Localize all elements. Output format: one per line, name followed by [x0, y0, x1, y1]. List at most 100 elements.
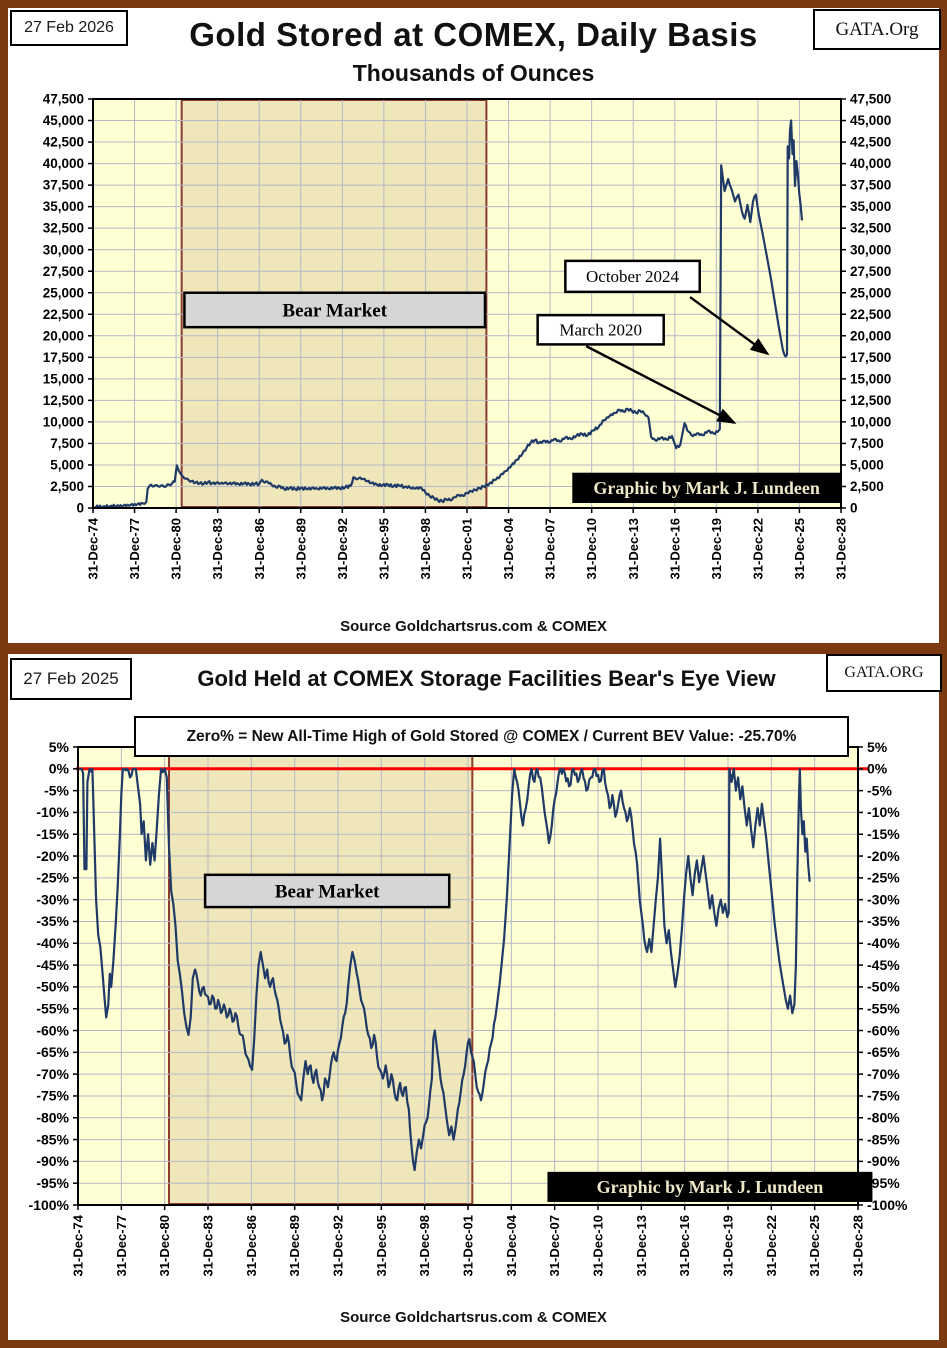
chart-title: Gold Held at COMEX Storage Facilities Be… [197, 666, 776, 691]
svg-text:35,000: 35,000 [43, 199, 84, 214]
svg-text:15,000: 15,000 [43, 371, 84, 386]
svg-text:31-Dec-80: 31-Dec-80 [157, 1215, 172, 1276]
svg-text:42,500: 42,500 [850, 135, 891, 150]
svg-text:-5%: -5% [44, 782, 69, 798]
svg-text:-5%: -5% [867, 782, 892, 798]
svg-text:31-Dec-98: 31-Dec-98 [417, 1215, 432, 1276]
svg-text:31-Dec-86: 31-Dec-86 [244, 1215, 259, 1276]
svg-text:-25%: -25% [867, 870, 900, 886]
svg-text:31-Dec-80: 31-Dec-80 [169, 518, 184, 579]
bev-definition-banner: Zero% = New All-Time High of Gold Stored… [134, 716, 849, 757]
svg-text:31-Dec-95: 31-Dec-95 [374, 1215, 389, 1276]
svg-text:32,500: 32,500 [850, 221, 891, 236]
svg-text:10,000: 10,000 [850, 414, 891, 429]
svg-text:10,000: 10,000 [43, 414, 84, 429]
svg-text:-85%: -85% [36, 1131, 69, 1147]
svg-text:31-Dec-28: 31-Dec-28 [834, 518, 849, 579]
svg-text:0%: 0% [867, 761, 888, 777]
bear-market-region [168, 747, 474, 1205]
chart-subtitle: Thousands of Ounces [352, 60, 595, 86]
svg-text:35,000: 35,000 [850, 199, 891, 214]
svg-text:31-Dec-89: 31-Dec-89 [293, 518, 308, 579]
svg-text:31-Dec-01: 31-Dec-01 [460, 518, 475, 579]
svg-text:-20%: -20% [36, 848, 69, 864]
annotation-box: March 2020 [536, 313, 665, 346]
svg-text:31-Dec-25: 31-Dec-25 [807, 1215, 822, 1276]
gata-logo-box: GATA.ORG [826, 654, 942, 692]
svg-text:-40%: -40% [36, 935, 69, 951]
svg-text:31-Dec-77: 31-Dec-77 [127, 518, 142, 579]
gold-stored-chart: Bear Market Graphic by Mark J. Lundeen Oct… [43, 92, 892, 580]
svg-text:-10%: -10% [36, 804, 69, 820]
svg-text:31-Dec-07: 31-Dec-07 [543, 518, 558, 579]
svg-text:-45%: -45% [867, 957, 900, 973]
annotation-arrow [689, 296, 770, 356]
svg-text:-10%: -10% [867, 804, 900, 820]
svg-text:31-Dec-92: 31-Dec-92 [335, 518, 350, 579]
svg-text:-60%: -60% [867, 1022, 900, 1038]
svg-text:-60%: -60% [36, 1022, 69, 1038]
svg-text:-15%: -15% [867, 826, 900, 842]
svg-text:31-Dec-10: 31-Dec-10 [591, 1215, 606, 1276]
svg-text:37,500: 37,500 [43, 178, 84, 193]
svg-text:47,500: 47,500 [850, 92, 891, 107]
gridlines [77, 746, 859, 1206]
svg-text:March 2020: March 2020 [559, 321, 642, 340]
svg-text:2,500: 2,500 [850, 479, 884, 494]
svg-text:31-Dec-22: 31-Dec-22 [764, 1215, 779, 1276]
svg-text:31-Dec-19: 31-Dec-19 [709, 518, 724, 579]
svg-text:31-Dec-13: 31-Dec-13 [626, 518, 641, 579]
svg-text:Graphic by Mark J. Lundeen: Graphic by Mark J. Lundeen [593, 478, 820, 498]
svg-text:22,500: 22,500 [43, 307, 84, 322]
credit-box: Graphic by Mark J. Lundeen [547, 1171, 873, 1202]
svg-text:7,500: 7,500 [50, 436, 84, 451]
svg-text:-95%: -95% [36, 1175, 69, 1191]
svg-text:20,000: 20,000 [850, 328, 891, 343]
date-box: 27 Feb 2026 [10, 10, 128, 46]
svg-text:-50%: -50% [867, 979, 900, 995]
svg-text:31-Dec-01: 31-Dec-01 [461, 1215, 476, 1276]
svg-text:-100%: -100% [29, 1197, 70, 1213]
svg-text:31-Dec-74: 31-Dec-74 [86, 517, 101, 579]
svg-text:Bear Market: Bear Market [275, 881, 380, 902]
bottom-chart-panel: Bear Market Graphic by Mark J. Lundeen 31-… [8, 654, 942, 1340]
svg-text:31-Dec-04: 31-Dec-04 [504, 1214, 519, 1276]
svg-text:0: 0 [850, 501, 858, 516]
svg-text:12,500: 12,500 [43, 393, 84, 408]
svg-text:Bear Market: Bear Market [282, 300, 387, 321]
svg-text:31-Dec-19: 31-Dec-19 [721, 1215, 736, 1276]
svg-text:31-Dec-25: 31-Dec-25 [792, 518, 807, 579]
svg-text:-40%: -40% [867, 935, 900, 951]
chart-title: Gold Stored at COMEX, Daily Basis [189, 16, 758, 53]
svg-text:31-Dec-77: 31-Dec-77 [114, 1215, 129, 1276]
svg-text:-50%: -50% [36, 979, 69, 995]
x-axis-labels: 31-Dec-74 31-Dec-77 31-Dec-80 31-Dec-83 31-D… [71, 1205, 866, 1276]
svg-text:-90%: -90% [867, 1153, 900, 1169]
svg-text:-45%: -45% [36, 957, 69, 973]
svg-text:7,500: 7,500 [850, 436, 884, 451]
svg-text:12,500: 12,500 [850, 393, 891, 408]
svg-text:31-Dec-16: 31-Dec-16 [677, 1215, 692, 1276]
svg-text:-25%: -25% [36, 870, 69, 886]
bear-market-label: Bear Market [183, 291, 487, 329]
svg-text:-75%: -75% [867, 1088, 900, 1104]
date-text: 27 Feb 2026 [24, 19, 114, 36]
svg-text:25,000: 25,000 [43, 285, 84, 300]
svg-text:-65%: -65% [867, 1044, 900, 1060]
svg-text:45,000: 45,000 [850, 113, 891, 128]
svg-text:-20%: -20% [867, 848, 900, 864]
date-box: 27 Feb 2025 [10, 658, 132, 700]
svg-text:31-Dec-28: 31-Dec-28 [851, 1215, 866, 1276]
annotation-arrow [585, 345, 737, 424]
svg-text:40,000: 40,000 [850, 156, 891, 171]
top-chart-panel: Bear Market Graphic by Mark J. Lundeen Oct… [8, 8, 941, 643]
data-line [79, 767, 811, 1172]
data-line [94, 119, 803, 510]
svg-text:0%: 0% [49, 761, 70, 777]
svg-text:-65%: -65% [36, 1044, 69, 1060]
svg-text:30,000: 30,000 [850, 242, 891, 257]
svg-text:-35%: -35% [36, 913, 69, 929]
svg-text:31-Dec-92: 31-Dec-92 [331, 1215, 346, 1276]
svg-text:20,000: 20,000 [43, 328, 84, 343]
